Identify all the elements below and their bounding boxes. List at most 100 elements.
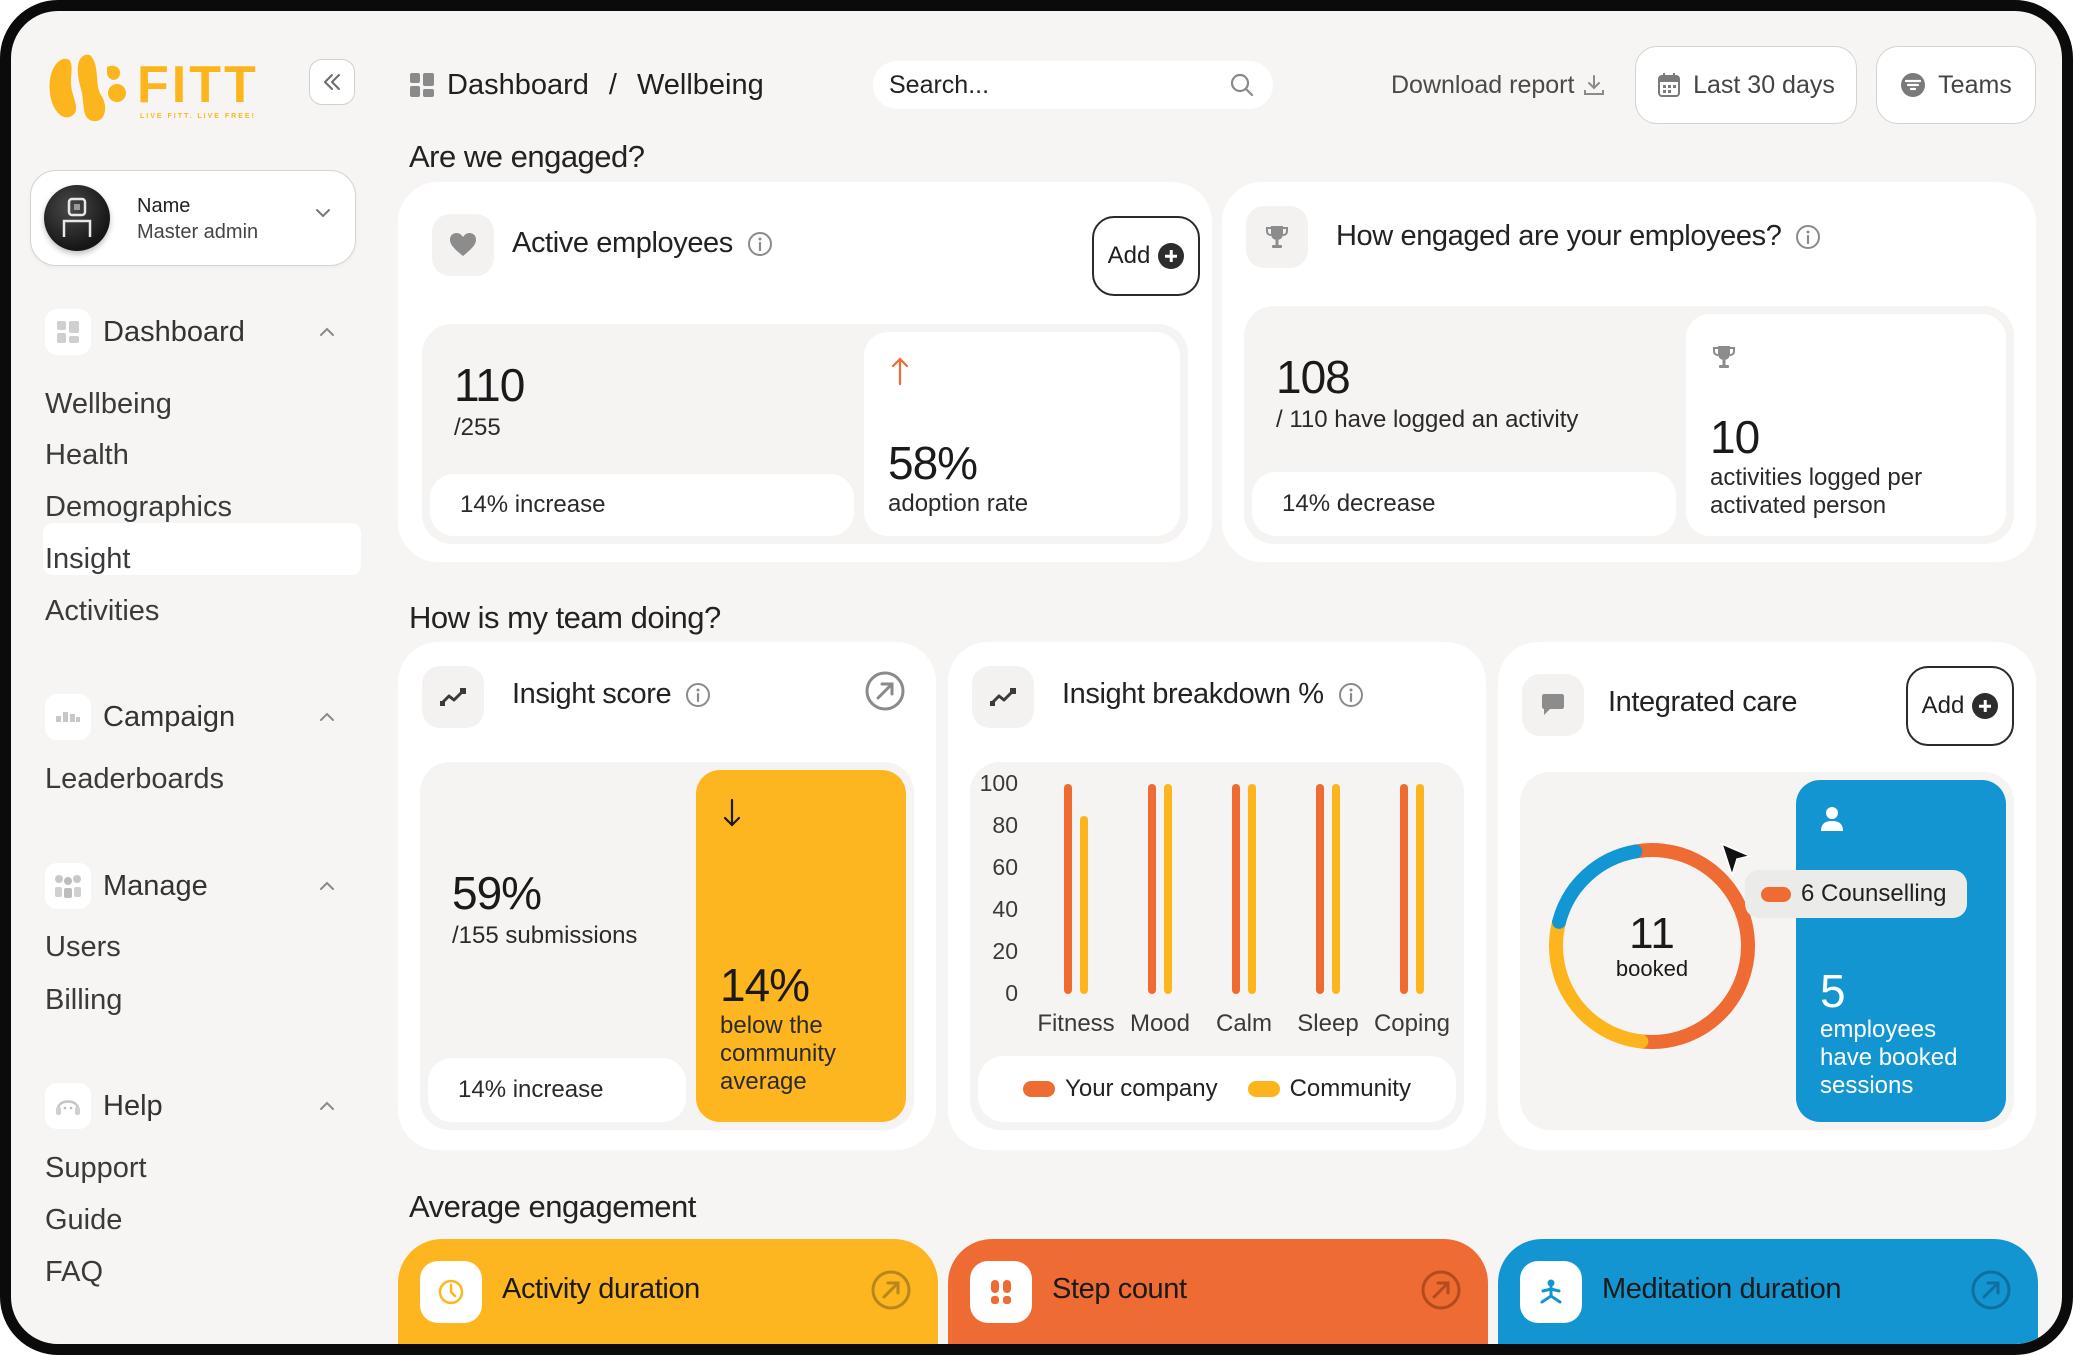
open-arrow-icon[interactable] (1970, 1269, 2012, 1311)
card-title: How engaged are your employees? (1336, 220, 1821, 253)
trend-icon-container (972, 666, 1034, 728)
sidebar-item-support[interactable]: Support (45, 1152, 147, 1184)
employees-label-3: sessions (1820, 1072, 1914, 1099)
chevron-up-icon[interactable] (317, 876, 337, 896)
y-tick-label: 80 (992, 812, 1018, 838)
dashboard-icon (410, 73, 434, 97)
active-item-highlight (43, 523, 361, 575)
card-title: Meditation duration (1602, 1273, 1842, 1305)
search-icon[interactable] (1229, 72, 1255, 98)
insight-breakdown-card: Insight breakdown % 100 80 60 40 20 0 Fi… (948, 642, 1486, 1150)
chevrons-left-icon (324, 74, 340, 90)
sidebar-group-help[interactable]: Help (45, 1083, 357, 1129)
sidebar-item-faq[interactable]: FAQ (45, 1256, 104, 1288)
breadcrumb-dashboard[interactable]: Dashboard (447, 68, 589, 101)
tooltip-text: 6 Counselling (1801, 880, 1947, 907)
meditation-duration-card[interactable]: Meditation duration (1498, 1239, 2038, 1344)
bar-calm-community[interactable] (1248, 784, 1256, 994)
chevron-up-icon[interactable] (317, 322, 337, 342)
sidebar-group-dashboard[interactable]: Dashboard (45, 309, 357, 355)
clock-icon-container (420, 1261, 482, 1323)
per-person-value: 10 (1710, 411, 1760, 463)
headset-icon (45, 1083, 91, 1129)
open-arrow-icon[interactable] (864, 670, 906, 712)
bar-coping-your-company[interactable] (1400, 784, 1408, 994)
donut-segment-segment-2[interactable] (1549, 914, 1649, 1049)
bar-fitness-community[interactable] (1080, 815, 1088, 994)
change-text: 14% increase (460, 491, 606, 518)
profile-selector[interactable]: Name Master admin (30, 170, 356, 266)
card-title-text: Insight breakdown % (1062, 678, 1324, 710)
community-value: 14% (720, 959, 810, 1011)
info-icon[interactable] (747, 231, 773, 257)
adoption-box: 58% adoption rate (864, 332, 1180, 536)
activity-duration-card[interactable]: Activity duration (398, 1239, 938, 1344)
chat-icon-container (1522, 674, 1584, 736)
sidebar-item-leaderboards[interactable]: Leaderboards (45, 763, 224, 795)
sidebar-item-insight[interactable]: Insight (45, 543, 131, 575)
donut-segment-counselling[interactable] (1628, 843, 1755, 1049)
download-report-label: Download report (1391, 70, 1575, 99)
logo-tagline: LIVE FITT. LIVE FREE! (140, 113, 256, 120)
search-input[interactable]: Search... (873, 61, 1273, 109)
sidebar-item-demographics[interactable]: Demographics (45, 491, 232, 523)
donut-tooltip: 6 Counselling (1745, 870, 1967, 918)
sidebar-group-label: Manage (103, 869, 208, 902)
sidebar-group-manage[interactable]: Manage (45, 863, 357, 909)
sidebar-group-campaign[interactable]: Campaign (45, 694, 357, 740)
teams-filter-button[interactable]: Teams (1876, 46, 2036, 124)
bar-coping-community[interactable] (1416, 784, 1424, 994)
info-icon[interactable] (685, 682, 711, 708)
trend-icon-container (422, 666, 484, 728)
add-button[interactable]: Add (1906, 666, 2014, 746)
y-tick-label: 20 (992, 938, 1018, 964)
date-range-button[interactable]: Last 30 days (1635, 46, 1857, 124)
breadcrumb-wellbeing: Wellbeing (636, 68, 764, 101)
legend-item-community[interactable]: Community (1247, 1075, 1411, 1103)
sidebar-item-billing[interactable]: Billing (45, 984, 123, 1016)
step-count-card[interactable]: Step count (948, 1239, 1488, 1344)
engagement-stats: 108 / 110 have logged an activity 14% de… (1244, 306, 2014, 544)
legend-item-your-company[interactable]: Your company (1023, 1075, 1218, 1103)
insight-score-stats: 59% /155 submissions 14% increase 14% be… (420, 762, 914, 1130)
sidebar-item-activities[interactable]: Activities (45, 595, 160, 627)
add-button[interactable]: Add (1092, 216, 1200, 296)
bar-sleep-community[interactable] (1332, 784, 1340, 994)
add-label: Add (1107, 242, 1151, 269)
info-icon[interactable] (1338, 682, 1364, 708)
open-arrow-icon[interactable] (870, 1269, 912, 1311)
collapse-sidebar-button[interactable] (309, 59, 355, 105)
bar-fitness-your-company[interactable] (1064, 784, 1072, 994)
sidebar-group-label: Help (103, 1089, 163, 1122)
avatar (44, 185, 110, 251)
fitt-logo[interactable]: FITT LIVE FITT. LIVE FREE! (45, 49, 265, 129)
sidebar-item-wellbeing[interactable]: Wellbeing (45, 388, 172, 420)
bar-sleep-your-company[interactable] (1316, 784, 1324, 994)
x-category-label: Sleep (1297, 1010, 1359, 1037)
insight-score-card: Insight score 59% /155 submissions 14% i… (398, 642, 936, 1150)
card-title: Insight breakdown % (1062, 678, 1364, 711)
plus-icon (1972, 693, 1999, 719)
change-text: 14% increase (458, 1076, 604, 1103)
bar-mood-your-company[interactable] (1148, 784, 1156, 994)
sidebar-item-guide[interactable]: Guide (45, 1204, 123, 1236)
chevron-up-icon[interactable] (317, 1096, 337, 1116)
donut-segment-segment-3[interactable] (1552, 844, 1643, 929)
employees-booked-value: 5 (1820, 965, 1846, 1017)
sidebar-item-health[interactable]: Health (45, 439, 129, 471)
info-icon[interactable] (1795, 224, 1821, 250)
profile-name: Name (137, 195, 191, 217)
user-icon (1821, 807, 1843, 831)
sidebar-item-users[interactable]: Users (45, 931, 121, 963)
download-report-button[interactable]: Download report (1391, 63, 1606, 107)
bar-calm-your-company[interactable] (1232, 784, 1240, 994)
chevron-up-icon[interactable] (317, 707, 337, 727)
bar-mood-community[interactable] (1164, 784, 1172, 994)
adoption-value: 58% (888, 437, 978, 489)
user-avatar-icon (62, 197, 92, 237)
section-title-average: Average engagement (409, 1189, 696, 1224)
legend-label: Community (1289, 1075, 1411, 1102)
open-arrow-icon[interactable] (1420, 1269, 1462, 1311)
card-title-text: How engaged are your employees? (1336, 220, 1782, 252)
x-category-label: Calm (1215, 1010, 1272, 1037)
